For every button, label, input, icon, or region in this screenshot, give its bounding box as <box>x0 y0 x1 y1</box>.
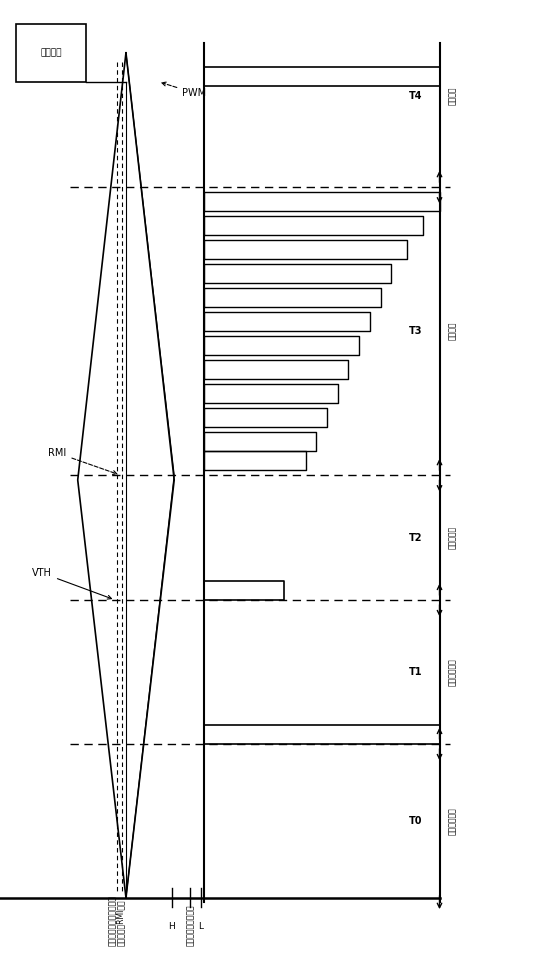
Text: PWM: PWM <box>162 83 206 98</box>
Text: 调速状态: 调速状态 <box>449 322 457 341</box>
Text: T2: T2 <box>408 533 422 542</box>
Text: H: H <box>168 922 175 930</box>
Text: 脉宽调节用输出电压: 脉宽调节用输出电压 <box>186 904 195 946</box>
Text: T0: T0 <box>408 816 422 826</box>
Text: VTH: VTH <box>32 568 111 599</box>
Text: RMI: RMI <box>48 448 117 474</box>
Text: L: L <box>198 922 204 930</box>
Text: 热敏电阭: 热敏电阭 <box>40 48 62 58</box>
Text: 全速状态: 全速状态 <box>449 86 457 106</box>
Text: 外部设置的RMI电压: 外部设置的RMI电压 <box>116 899 125 946</box>
Text: 启动依赖阶段: 启动依赖阶段 <box>449 659 457 685</box>
Text: T1: T1 <box>408 667 422 677</box>
Text: 最低转状态: 最低转状态 <box>449 526 457 549</box>
Text: T4: T4 <box>408 91 422 101</box>
Bar <box>16 24 86 82</box>
Text: 内部设置的热敏电阭电压: 内部设置的热敏电阭电压 <box>108 895 117 946</box>
Text: 启动阶段初期: 启动阶段初期 <box>449 807 457 834</box>
Text: T3: T3 <box>408 326 422 336</box>
